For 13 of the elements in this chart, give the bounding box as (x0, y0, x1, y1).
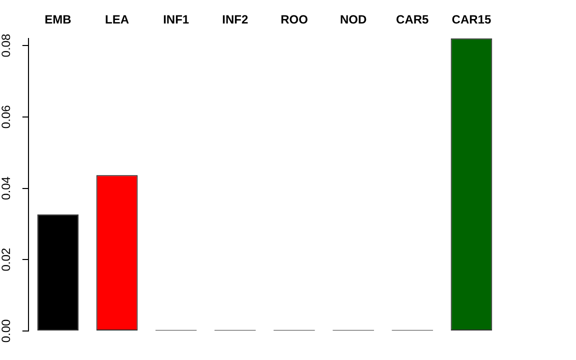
x-tick-label: NOD (340, 12, 367, 27)
y-tick-label: 0.02 (0, 248, 14, 272)
x-tick-label: INF1 (163, 12, 190, 27)
x-tick-label: CAR15 (452, 12, 492, 27)
y-tick-label: 0.08 (0, 34, 14, 58)
y-tick-label: 0.00 (0, 319, 14, 343)
x-tick-label: CAR5 (396, 12, 430, 27)
y-tick-label: 0.04 (0, 176, 14, 200)
y-tick-label: 0.06 (0, 104, 14, 129)
x-tick-label: INF2 (222, 12, 248, 27)
x-tick-label: ROO (280, 12, 308, 27)
x-tick-label: EMB (44, 12, 72, 27)
x-tick-label: LEA (105, 12, 130, 27)
